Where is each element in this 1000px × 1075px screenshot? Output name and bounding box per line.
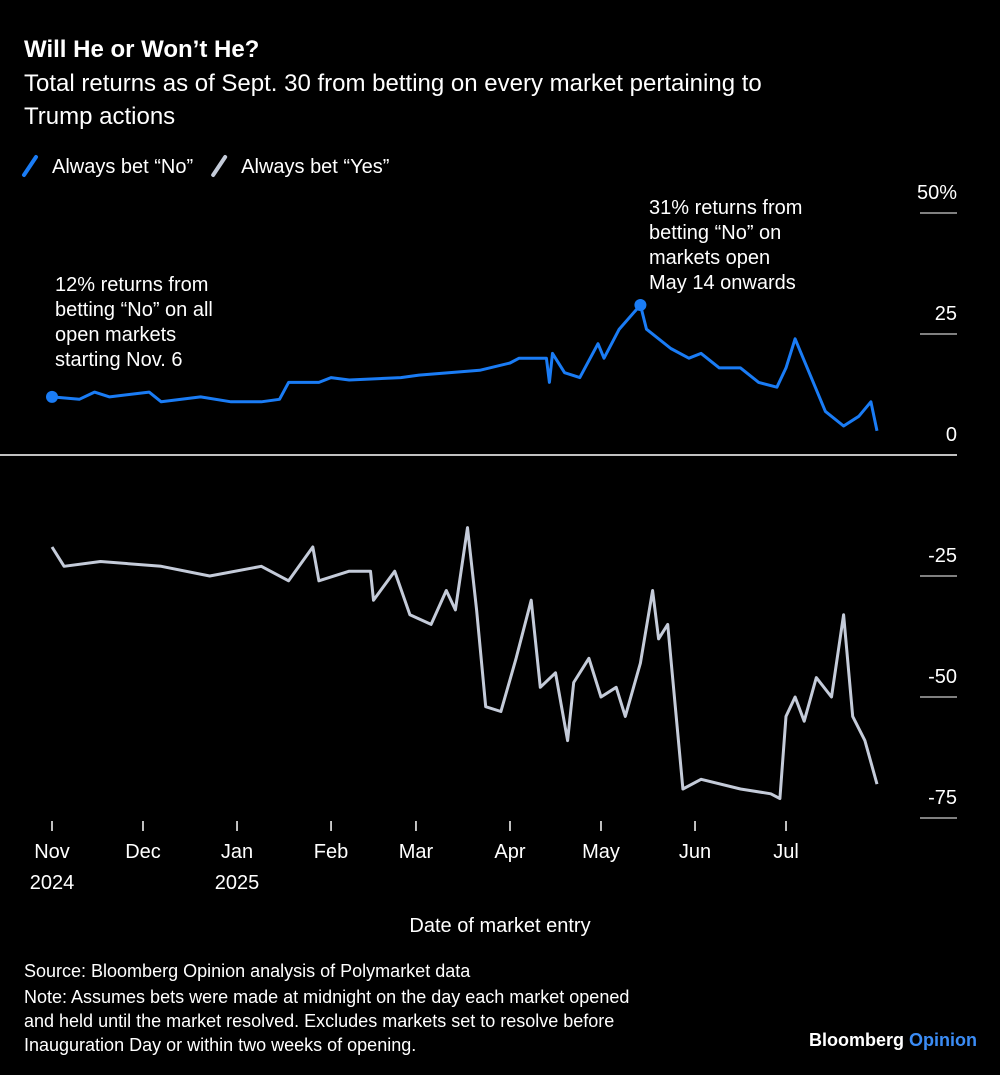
annotation: starting Nov. 6 xyxy=(55,349,182,371)
brand: Bloomberg Opinion xyxy=(809,1030,977,1050)
x-tick-label: Mar xyxy=(399,841,434,863)
annotation-dot xyxy=(46,390,58,403)
x-tick-label-line: Jul xyxy=(773,841,799,863)
annotation: betting “No” on all xyxy=(55,299,213,321)
x-tick-label: Dec xyxy=(125,841,161,863)
note: Inauguration Day or within two weeks of … xyxy=(24,1035,416,1055)
note: and held until the market resolved. Excl… xyxy=(24,1011,614,1031)
legend-label: Always bet “No” xyxy=(52,156,193,178)
x-tick-label-line: Mar xyxy=(399,841,434,863)
x-tick-label-line: Dec xyxy=(125,841,161,863)
y-tick-label: -75 xyxy=(928,787,957,809)
y-tick-label: 25 xyxy=(935,303,957,325)
x-tick-label-line: Nov xyxy=(34,841,70,863)
annotation: markets open xyxy=(649,247,770,269)
x-tick-label: Feb xyxy=(314,841,348,863)
brand-opinion: Opinion xyxy=(909,1030,977,1050)
subtitle: Total returns as of Sept. 30 from bettin… xyxy=(24,70,762,97)
x-tick-label: Jun xyxy=(679,841,711,863)
y-tick-label: 50% xyxy=(917,182,957,204)
legend-swatch xyxy=(22,155,38,177)
annotation: betting “No” on xyxy=(649,222,781,244)
x-tick-label-line: Jan xyxy=(221,841,253,863)
source: Source: Bloomberg Opinion analysis of Po… xyxy=(24,961,471,981)
x-tick-label-line: May xyxy=(582,841,620,863)
y-tick-label: -25 xyxy=(928,545,957,567)
brand-name: Bloomberg xyxy=(809,1030,904,1050)
x-tick-label: Apr xyxy=(494,841,525,863)
series-line xyxy=(50,526,879,801)
annotation: May 14 onwards xyxy=(649,272,796,294)
subtitle: Trump actions xyxy=(24,103,175,130)
annotation: 12% returns from xyxy=(55,274,208,296)
x-tick-label-line: Apr xyxy=(494,841,525,863)
x-axis-label: Date of market entry xyxy=(409,915,590,937)
annotation-dot xyxy=(634,298,647,311)
note: Note: Assumes bets were made at midnight… xyxy=(24,987,629,1007)
x-tick-label: Nov 2024 xyxy=(30,841,75,894)
y-tick-label: 0 xyxy=(946,424,957,446)
annotation: open markets xyxy=(55,324,176,346)
chart-title: Will He or Won’t He? xyxy=(24,36,259,63)
legend-label: Always bet “Yes” xyxy=(241,156,389,178)
x-tick-label-line: Feb xyxy=(314,841,348,863)
x-tick-label-line: Jun xyxy=(679,841,711,863)
x-tick-label: Jan 2025 xyxy=(215,841,260,894)
x-tick-label-line: 2024 xyxy=(30,872,75,894)
annotation: 31% returns from xyxy=(649,197,802,219)
series-line xyxy=(51,303,879,432)
x-tick-label: Jul xyxy=(773,841,799,863)
x-tick-label: May xyxy=(582,841,620,863)
y-tick-label: -50 xyxy=(928,666,957,688)
x-tick-label-line: 2025 xyxy=(215,872,260,894)
legend-swatch xyxy=(211,155,228,177)
